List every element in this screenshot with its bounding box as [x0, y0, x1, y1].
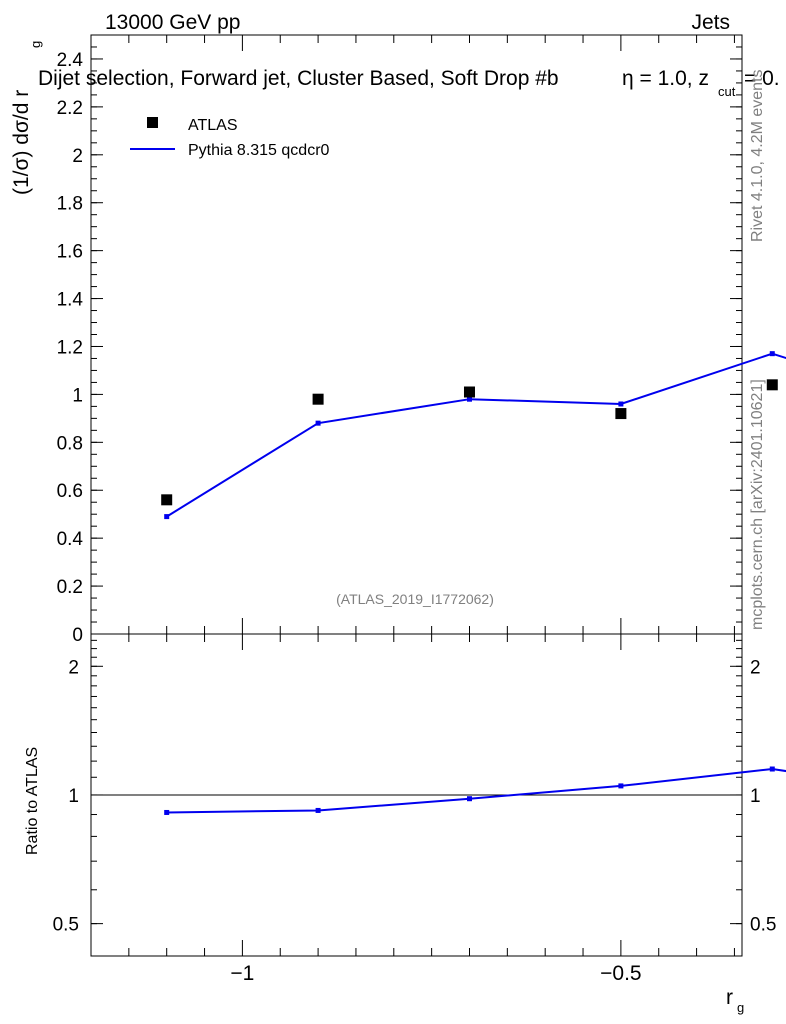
ratio-pythia-point [618, 783, 624, 789]
plot-title-main: Dijet selection, Forward jet, Cluster Ba… [38, 67, 559, 90]
ratio-ytick-label-right: 1 [750, 786, 761, 807]
ratio-pythia-point [769, 766, 775, 772]
atlas-data-point [312, 393, 324, 405]
main-ytick-label: 1.4 [57, 290, 84, 311]
y-axis-label-sub: g [28, 41, 43, 48]
atlas-data-point [615, 408, 627, 420]
main-ytick-label: 0.2 [57, 577, 83, 598]
main-ytick-label: 0.6 [57, 481, 83, 502]
pythia-point [769, 351, 775, 357]
main-ytick-label: 2.4 [57, 50, 84, 71]
main-ytick-label: 0.8 [57, 433, 83, 454]
ratio-y-axis-label: Ratio to ATLAS [24, 747, 41, 855]
ratio-pythia-point [466, 796, 472, 802]
legend-atlas-marker [147, 117, 158, 128]
plot-title: Dijet selection, Forward jet, Cluster Ba… [38, 67, 559, 90]
atlas-data-point [161, 494, 173, 506]
rivet-label: Rivet 4.1.0, 4.2M events [749, 69, 766, 242]
main-ytick-label: 2 [72, 146, 83, 167]
plot-title-cut: cut [718, 84, 736, 99]
atlas-data-point [766, 379, 778, 391]
x-axis-label-sub: g [737, 1000, 744, 1015]
ratio-ytick-label-right: 0.5 [750, 915, 776, 936]
main-panel: 0 0.2 0.4 0.6 0.8 1 1.2 1.4 1.6 1.8 2 2.2 2.4 [57, 34, 786, 646]
main-ytick-label: 0 [72, 625, 83, 646]
y-axis-label: (1/σ) dσ/d r [10, 90, 33, 195]
main-ytick-label: 1.6 [57, 242, 83, 263]
pythia-point [618, 401, 624, 407]
analysis-watermark: (ATLAS_2019_I1772062) [336, 591, 494, 607]
legend-pythia-label: Pythia 8.315 qcdcr0 [188, 142, 330, 159]
xtick-label: −1 [230, 962, 254, 985]
ratio-panel: 0.5 0.5 1 1 2 2 −1 −0.5 [53, 633, 786, 985]
ratio-pythia-line [166, 768, 786, 814]
category-label: Jets [691, 11, 730, 34]
pythia-line [166, 352, 786, 518]
pythia-point [315, 420, 321, 426]
plot-title-end: = 0. [744, 67, 780, 90]
x-axis-label: r [726, 986, 733, 1009]
pythia-point [164, 514, 170, 520]
atlas-data-point [463, 386, 475, 398]
pythia-point [466, 396, 472, 402]
ratio-ytick-label: 0.5 [53, 915, 79, 936]
ratio-pythia-point [315, 807, 321, 813]
energy-label: 13000 GeV pp [105, 11, 240, 34]
ratio-ytick-label-right: 2 [750, 657, 761, 678]
main-ytick-label: 1.2 [57, 337, 83, 358]
ratio-pythia-point [164, 809, 170, 815]
xtick-label: −0.5 [600, 962, 641, 985]
main-ytick-label: 1.8 [57, 194, 83, 215]
legend-atlas-label: ATLAS [188, 117, 238, 134]
y-axis-label-main: (1/σ) dσ/d r [10, 90, 33, 195]
main-ytick-label: 1 [72, 385, 83, 406]
mcplots-label: mcplots.cern.ch [arXiv:2401.10621] [749, 379, 766, 630]
plot-title-eta: η = 1.0, z [622, 67, 709, 90]
main-ytick-label: 2.2 [57, 98, 83, 119]
ratio-ytick-label: 1 [68, 786, 79, 807]
ratio-ytick-label: 2 [68, 657, 79, 678]
main-ytick-label: 0.4 [57, 529, 84, 550]
